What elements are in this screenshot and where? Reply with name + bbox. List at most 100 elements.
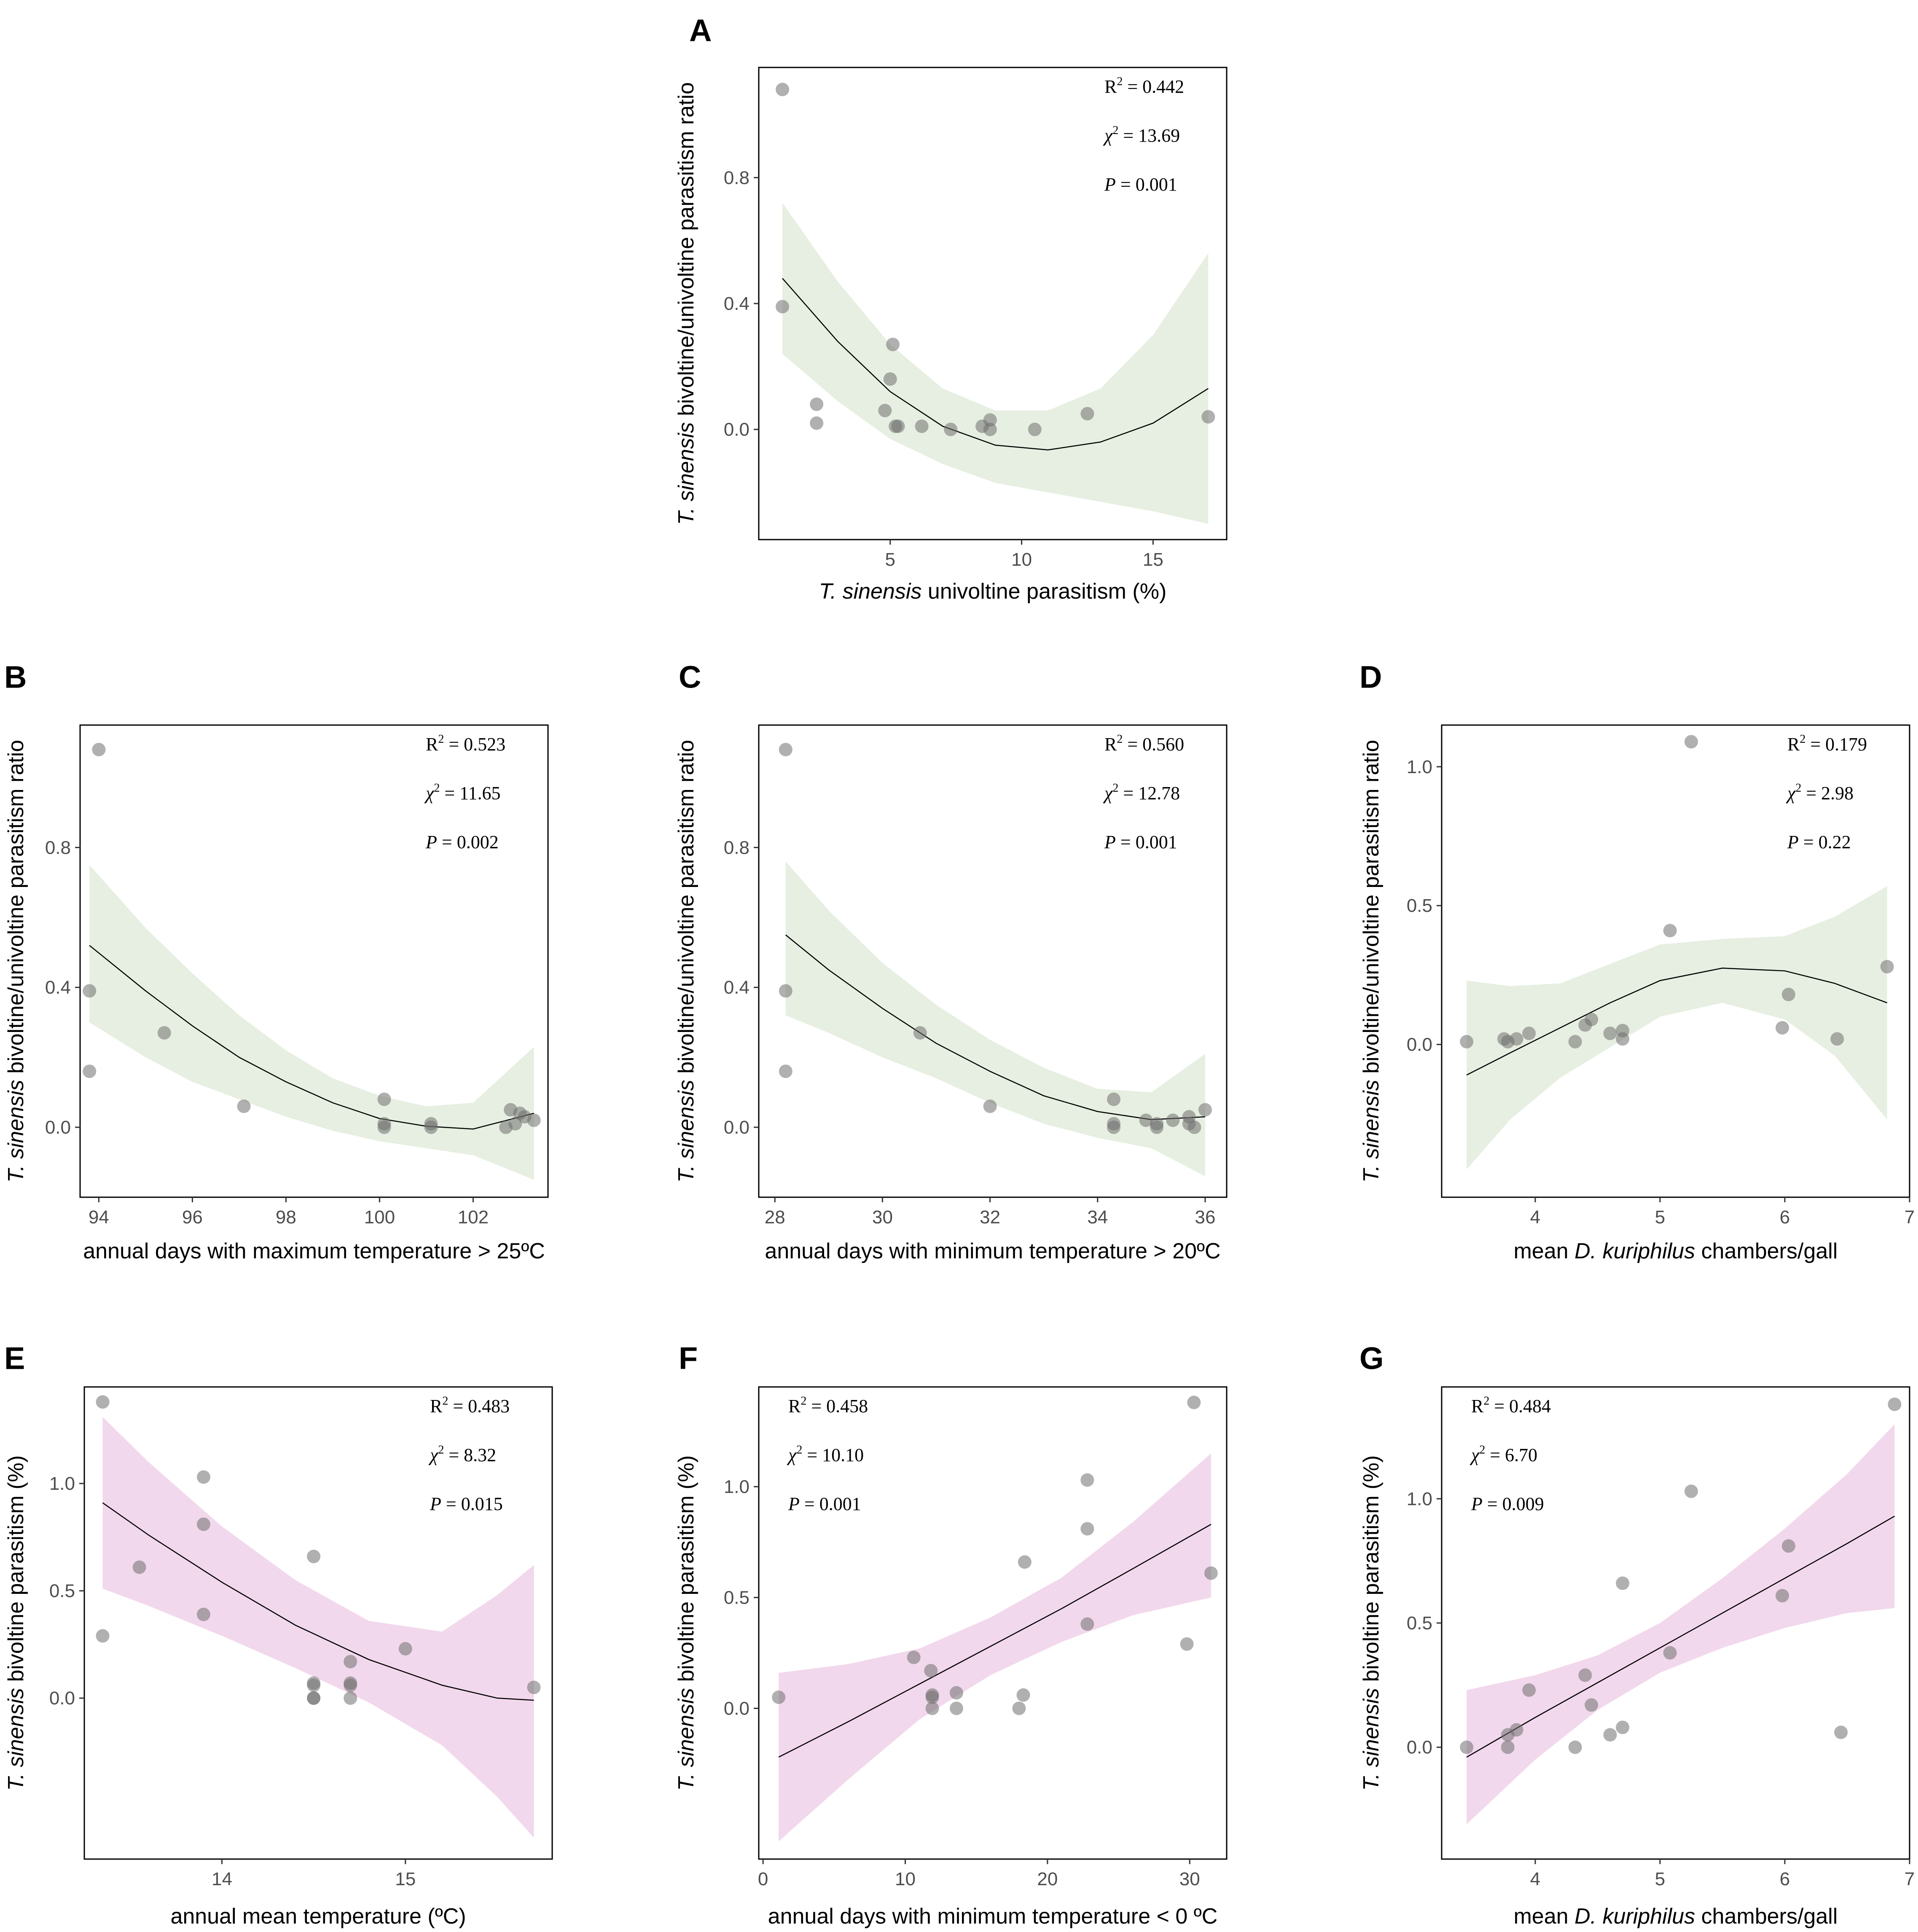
panel-a-fit-line <box>782 278 1209 451</box>
panel-e-y-axis-title-part: T. sinensis <box>4 1688 28 1791</box>
panel-e-x-axis-title: annual mean temperature (ºC) <box>170 1904 466 1929</box>
panel-d-stat-p-symbol: P <box>1787 832 1799 852</box>
panel-f-y-axis-title-part: T. sinensis <box>674 1688 698 1791</box>
panel-b-xtick-label-3: 100 <box>364 1207 395 1228</box>
panel-f-point-8 <box>1012 1701 1026 1715</box>
panel-a-confidence-band <box>782 203 1209 524</box>
panel-g-point-13 <box>1776 1589 1789 1603</box>
panel-c-point-1 <box>779 984 792 998</box>
panel-b-point-15 <box>527 1113 541 1127</box>
panel-c-point-7 <box>1107 1121 1121 1134</box>
panel-a-letter: A <box>689 13 712 48</box>
panel-f-xtick-label-2: 20 <box>1037 1869 1058 1889</box>
panel-f-letter: F <box>679 1341 698 1376</box>
panel-f-confidence-band <box>779 1453 1211 1841</box>
panel-b-frame <box>79 724 549 1198</box>
panel-g-stat-r2-value: = 0.484 <box>1489 1396 1551 1416</box>
panel-f-ytick-label-0: 0.0 <box>724 1698 749 1719</box>
panel-a-point-1 <box>776 300 790 314</box>
panel-f-stat-r2-superscript: 2 <box>801 1395 806 1408</box>
panel-e-stat-p-value: = 0.015 <box>441 1494 503 1514</box>
panel-d-stat-r2-superscript: 2 <box>1800 733 1805 746</box>
panel-b-xtick-label-4: 102 <box>458 1207 489 1228</box>
panel-e-xtick-label-1: 15 <box>395 1869 416 1889</box>
panel-a-x-axis-title: T. sinensis univoltine parasitism (%) <box>819 579 1167 604</box>
panel-a-point-15 <box>1080 407 1094 421</box>
panel-g-x-axis-title-part: D. kuriphilus <box>1574 1904 1695 1929</box>
panel-a-point-4 <box>878 403 892 417</box>
panel-d-stat-chi2-value: = 2.98 <box>1801 783 1854 803</box>
panel-a-point-2 <box>810 397 824 411</box>
panel-c-point-5 <box>1107 1092 1121 1106</box>
panel-d-xtick-label-1: 5 <box>1655 1207 1665 1228</box>
panel-g-confidence-band <box>1467 1424 1895 1825</box>
panel-b-y-axis-title: T. sinensis bivoltine/univoltine parasit… <box>4 740 28 1182</box>
panel-g-stat-p-value: = 0.009 <box>1483 1494 1544 1514</box>
panel-f-point-6 <box>949 1686 963 1700</box>
panel-b-stat-chi2: χ2 = 11.65 <box>424 782 501 803</box>
panel-d-stat-p: P = 0.22 <box>1787 832 1851 852</box>
panel-e-stat-chi2-value: = 8.32 <box>444 1445 496 1465</box>
panel-f-point-5 <box>925 1701 939 1715</box>
panel-e-ytick-label-2: 1.0 <box>49 1473 75 1494</box>
panel-d-point-12 <box>1684 735 1698 749</box>
panel-a-xtick-label-0: 5 <box>885 549 895 570</box>
panel-g-y-axis-title: T. sinensis bivoltine parasitism (%) <box>1359 1455 1383 1791</box>
panel-b-point-4 <box>237 1099 251 1113</box>
panel-d-letter: D <box>1359 660 1382 695</box>
panel-e-confidence-band <box>102 1417 534 1838</box>
panel-e: E 14 15 0.0 0.5 1.0 annual mean temperature (º… <box>4 1341 553 1929</box>
panel-d-fit-line <box>1466 967 1888 1076</box>
panel-c-xtick-label-4: 36 <box>1195 1207 1215 1228</box>
panel-e-point-4 <box>196 1517 210 1531</box>
panel-e-point-8 <box>307 1678 321 1692</box>
panel-g-stat-chi2-value: = 6.70 <box>1485 1445 1537 1465</box>
panel-g-y-axis-title-part: bivoltine parasitism (%) <box>1359 1455 1383 1688</box>
panel-f-point-4 <box>925 1690 939 1704</box>
panel-a-x-axis-title-part: univoltine parasitism (%) <box>921 579 1166 604</box>
panel-b-stat-r2-symbol: R <box>426 734 438 755</box>
panel-d-stat-r2: R2 = 0.179 <box>1787 733 1867 755</box>
panel-c-ytick-label-1: 0.4 <box>724 977 749 998</box>
panel-c-ytick-label-0: 0.0 <box>724 1117 749 1138</box>
panel-g-y-axis-title-part: T. sinensis <box>1359 1688 1383 1791</box>
panel-d-point-10 <box>1616 1032 1630 1046</box>
panel-c-stat-chi2-value: = 12.78 <box>1118 783 1180 803</box>
panel-d-point-5 <box>1568 1035 1582 1049</box>
panel-f-stat-chi2-symbol: χ <box>787 1445 797 1465</box>
panel-f-x-axis-title-part: annual days with minimum temperature < 0… <box>768 1904 1218 1929</box>
panel-d-point-0 <box>1460 1035 1474 1049</box>
panel-f: F 0 10 20 30 0.0 0.5 1.0 annual days with minimu… <box>674 1341 1228 1929</box>
panel-b-letter: B <box>4 660 27 695</box>
panel-a-point-5 <box>883 372 897 386</box>
panel-c-point-0 <box>779 743 792 757</box>
panel-f-stat-r2: R2 = 0.458 <box>788 1395 868 1416</box>
panel-b-xtick-label-1: 96 <box>182 1207 203 1228</box>
panel-a-ytick-label-1: 0.4 <box>724 293 749 314</box>
panel-g-ytick-label-1: 0.5 <box>1407 1613 1432 1634</box>
panel-e-stat-chi2: χ2 = 8.32 <box>428 1443 496 1465</box>
panel-d-x-axis-title: mean D. kuriphilus chambers/gall <box>1514 1239 1838 1263</box>
panel-d-ytick-label-1: 0.5 <box>1407 895 1432 916</box>
panel-c-x-axis-title: annual days with minimum temperature > 2… <box>765 1239 1220 1263</box>
panel-d-x-axis-title-part: D. kuriphilus <box>1574 1239 1695 1263</box>
panel-d-stat-p-value: = 0.22 <box>1799 832 1851 852</box>
panel-b-confidence-band <box>89 865 534 1180</box>
panel-d-stat-chi2-symbol: χ <box>1786 783 1796 803</box>
panel-e-fit-line <box>102 1502 534 1701</box>
panel-f-point-2 <box>924 1664 938 1678</box>
panel-c-stat-r2-value: = 0.560 <box>1123 734 1184 755</box>
panel-a-xtick-label-1: 10 <box>1011 549 1032 570</box>
panel-d-point-8 <box>1603 1026 1617 1040</box>
panel-c-stat-p: P = 0.001 <box>1104 832 1177 852</box>
panel-c-fit-line <box>785 934 1206 1121</box>
panel-e-point-1 <box>96 1629 110 1643</box>
panel-f-point-16 <box>1204 1566 1218 1580</box>
panel-d-x-axis-title-part: mean <box>1514 1239 1575 1263</box>
panel-c-point-3 <box>913 1026 927 1040</box>
panel-e-stat-p: P = 0.015 <box>430 1494 503 1514</box>
panel-b-point-1 <box>83 984 97 998</box>
panel-e-ytick-label-1: 0.5 <box>49 1581 75 1601</box>
panel-d-y-axis-title: T. sinensis bivoltine/univoltine parasit… <box>1359 740 1383 1182</box>
panel-c-confidence-band <box>785 861 1205 1177</box>
